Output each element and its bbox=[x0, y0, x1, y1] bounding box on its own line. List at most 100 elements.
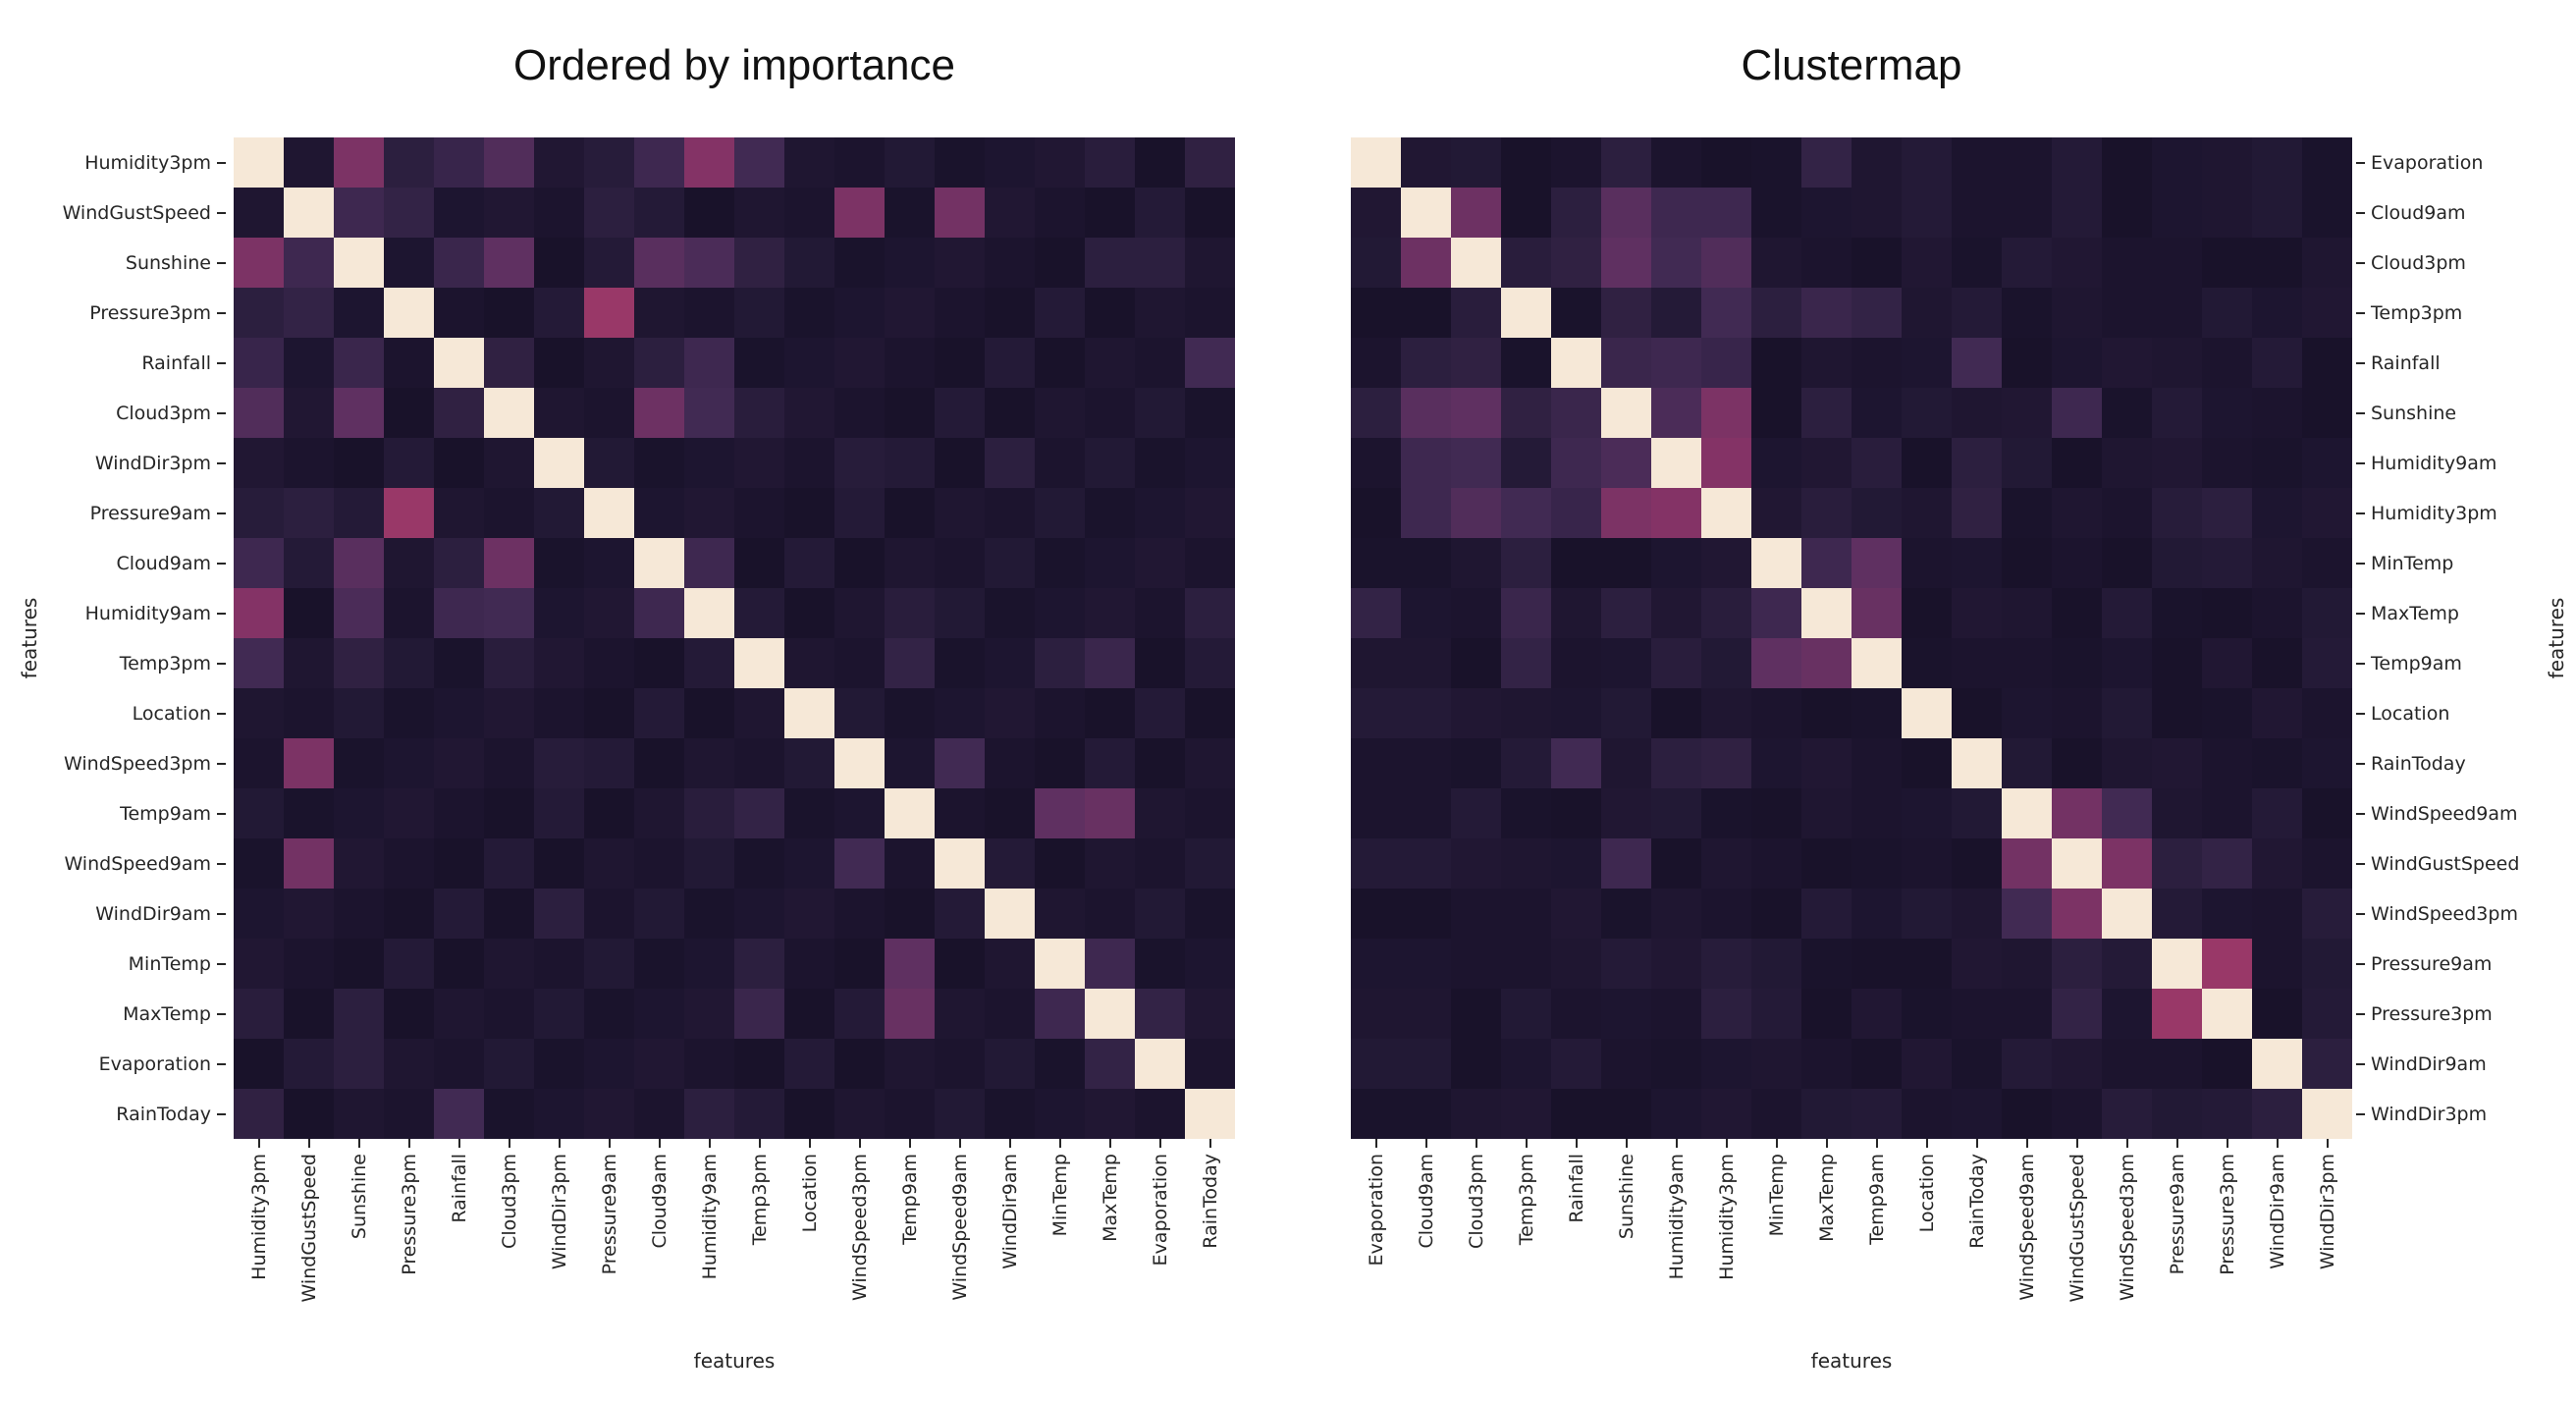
heatmap-cell bbox=[2102, 638, 2152, 688]
x-tick-label: Pressure3pm bbox=[2202, 1139, 2252, 1345]
heatmap-cell bbox=[1451, 438, 1501, 488]
heatmap-cell bbox=[1701, 1089, 1751, 1139]
heatmap-cell bbox=[1801, 889, 1852, 939]
heatmap-cell bbox=[584, 688, 634, 738]
heatmap-cell bbox=[1451, 989, 1501, 1039]
heatmap-cell bbox=[1185, 137, 1235, 188]
tick-mark bbox=[558, 1139, 561, 1148]
heatmap-cell bbox=[734, 188, 784, 238]
heatmap-cell bbox=[334, 738, 384, 788]
heatmap-cell bbox=[1902, 1039, 1952, 1089]
heatmap-cell bbox=[834, 788, 885, 838]
tick-mark bbox=[217, 161, 226, 164]
heatmap-cell bbox=[784, 788, 834, 838]
heatmap-cell bbox=[985, 989, 1035, 1039]
heatmap-cell bbox=[734, 989, 784, 1039]
heatmap-cell bbox=[534, 538, 584, 588]
heatmap-cell bbox=[2252, 738, 2302, 788]
x-tick-label: Cloud3pm bbox=[1451, 1139, 1501, 1345]
heatmap-cell bbox=[484, 538, 534, 588]
heatmap-cell bbox=[1751, 438, 1801, 488]
heatmap-cell bbox=[584, 238, 634, 288]
heatmap-cell bbox=[384, 788, 434, 838]
heatmap-cell bbox=[834, 939, 885, 989]
heatmap-cell bbox=[2102, 338, 2152, 388]
heatmap-cell bbox=[1852, 638, 1902, 688]
y-tick-label: WindSpeed9am bbox=[2356, 788, 2568, 838]
heatmap-cell bbox=[1501, 1089, 1551, 1139]
heatmap-cell bbox=[935, 488, 985, 538]
heatmap-cell bbox=[1601, 939, 1651, 989]
heatmap-cell bbox=[684, 137, 734, 188]
heatmap-cell bbox=[784, 1039, 834, 1089]
heatmap-cell bbox=[2152, 688, 2202, 738]
heatmap-cell bbox=[1085, 838, 1135, 889]
heatmap-cell bbox=[734, 738, 784, 788]
y-tick-label: Pressure3pm bbox=[10, 288, 226, 338]
heatmap-cell bbox=[1651, 688, 1701, 738]
heatmap-cell bbox=[935, 538, 985, 588]
heatmap-cell bbox=[985, 638, 1035, 688]
heatmap-cell bbox=[1035, 989, 1085, 1039]
heatmap-cell bbox=[384, 137, 434, 188]
tick-mark bbox=[217, 512, 226, 514]
heatmap-cell bbox=[1351, 238, 1401, 288]
heatmap-cell bbox=[1035, 538, 1085, 588]
heatmap-cell bbox=[985, 137, 1035, 188]
heatmap-cell bbox=[885, 1089, 935, 1139]
heatmap-cell bbox=[384, 488, 434, 538]
heatmap-cell bbox=[234, 238, 284, 288]
heatmap-cell bbox=[2302, 838, 2352, 889]
tick-mark bbox=[708, 1139, 711, 1148]
heatmap-cell bbox=[834, 338, 885, 388]
heatmap-cell bbox=[434, 137, 484, 188]
heatmap-cell bbox=[484, 1039, 534, 1089]
y-tick-label: WindSpeed3pm bbox=[2356, 889, 2568, 939]
heatmap-cell bbox=[1601, 738, 1651, 788]
heatmap-cell bbox=[434, 238, 484, 288]
heatmap-cell bbox=[1601, 638, 1651, 688]
heatmap-cell bbox=[2102, 838, 2152, 889]
heatmap-cell bbox=[1601, 588, 1651, 638]
tick-mark bbox=[2356, 512, 2365, 514]
heatmap-cell bbox=[2202, 788, 2252, 838]
heatmap-cell bbox=[384, 338, 434, 388]
heatmap-cell bbox=[634, 238, 684, 288]
heatmap-cell bbox=[784, 688, 834, 738]
heatmap-cell bbox=[1551, 688, 1601, 738]
heatmap-cell bbox=[2102, 788, 2152, 838]
heatmap-cell bbox=[2302, 438, 2352, 488]
heatmap-cell bbox=[684, 488, 734, 538]
x-tick-label: WindDir9am bbox=[2252, 1139, 2302, 1345]
heatmap-cell bbox=[1952, 388, 2002, 438]
heatmap-cell bbox=[1801, 688, 1852, 738]
heatmap-cell bbox=[1751, 939, 1801, 989]
heatmap-cell bbox=[484, 939, 534, 989]
heatmap-cell bbox=[1852, 1039, 1902, 1089]
heatmap-cell bbox=[1135, 738, 1185, 788]
heatmap-cell bbox=[434, 438, 484, 488]
heatmap-cell bbox=[985, 1039, 1035, 1089]
heatmap-cell bbox=[634, 338, 684, 388]
heatmap-cell bbox=[834, 288, 885, 338]
heatmap-cell bbox=[534, 438, 584, 488]
heatmap-cell bbox=[534, 688, 584, 738]
heatmap-cell bbox=[1601, 889, 1651, 939]
tick-mark bbox=[2125, 1139, 2128, 1148]
tick-mark bbox=[2356, 261, 2365, 264]
x-tick-label: Evaporation bbox=[1135, 1139, 1185, 1345]
heatmap-cell bbox=[684, 1039, 734, 1089]
heatmap-cell bbox=[684, 388, 734, 438]
heatmap-cell bbox=[2102, 1089, 2152, 1139]
heatmap-cell bbox=[935, 388, 985, 438]
heatmap-cell bbox=[2252, 1039, 2302, 1089]
heatmap-cell bbox=[334, 638, 384, 688]
heatmap-cell bbox=[384, 388, 434, 438]
tick-mark bbox=[217, 762, 226, 765]
heatmap-cell bbox=[2002, 688, 2052, 738]
heatmap-cell bbox=[634, 588, 684, 638]
heatmap-cell bbox=[1651, 1039, 1701, 1089]
heatmap-cell bbox=[1035, 137, 1085, 188]
heatmap-cell bbox=[1451, 889, 1501, 939]
heatmap-cell bbox=[885, 838, 935, 889]
